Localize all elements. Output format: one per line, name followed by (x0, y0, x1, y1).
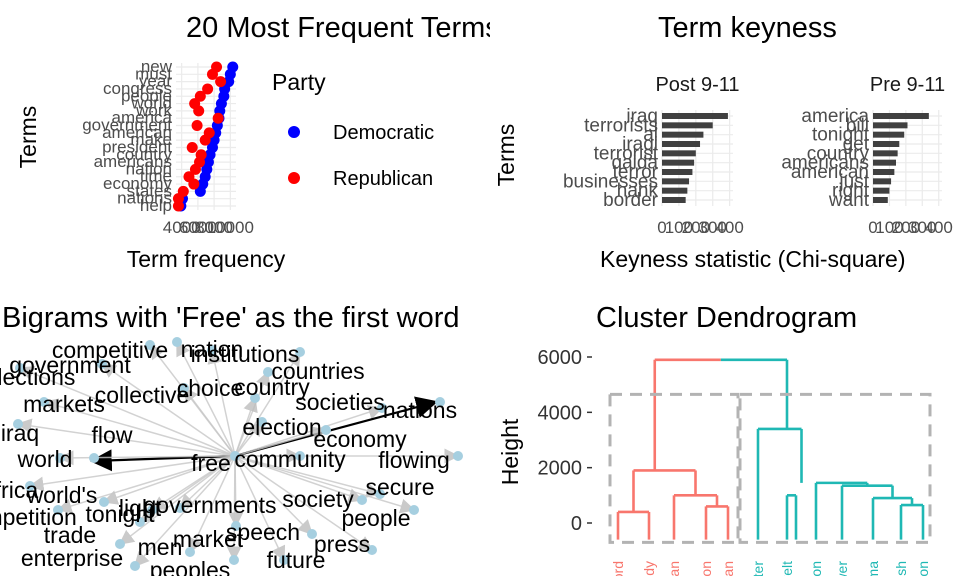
dendrogram-leaf-label: Clinton (915, 561, 931, 576)
freq-point-republican (200, 135, 211, 146)
dendrogram-y-tick-label: 4000 (538, 402, 583, 424)
bigram-node-label: election (242, 414, 321, 440)
keyness-term-label: border (603, 190, 659, 211)
keyness-bar (662, 141, 700, 147)
keyness-bar (662, 169, 692, 175)
bigram-node-label: speech (226, 519, 300, 545)
keyness-bar (873, 188, 889, 194)
dendrogram-y-tick-label: 2000 (538, 458, 583, 480)
freq-point-republican (173, 201, 184, 212)
keyness-bar (873, 122, 908, 128)
keyness-bar (662, 132, 703, 138)
dendrogram-leaf-label: Roosevelt (779, 561, 795, 576)
bigram-node-label: enterprise (21, 545, 123, 571)
keyness-bar (873, 113, 929, 119)
keyness-bar (873, 197, 888, 203)
bigram-node-label: societies (295, 389, 384, 415)
network-title: Bigrams with 'Free' as the first word (2, 302, 460, 334)
keyness-bar (873, 169, 894, 175)
keyness-bar (873, 178, 891, 184)
bigram-node-label: iraq (1, 420, 39, 446)
freq-x-tick-label: 10000 (207, 218, 254, 237)
dendrogram-chart: Cluster Dendrogram Height 0 2000 4000 6000 F… (490, 290, 960, 576)
dendrogram-y-tick-label: 0 (571, 513, 582, 535)
bigram-node-label: light (119, 495, 162, 521)
bigram-node-label: flow (92, 422, 133, 448)
bigram-node-label: collective (95, 382, 190, 408)
dendrogram-leaf-label: Carter (750, 561, 766, 576)
keyness-x-tick-label: 400 (925, 218, 953, 237)
dendrogram-leaf-label: Nixon (808, 561, 824, 576)
bigram-node-dot (229, 555, 239, 565)
keyness-bar (873, 132, 904, 138)
freq-point-republican (213, 113, 224, 124)
legend-label-democratic: Democratic (333, 122, 434, 144)
dendrogram-leaf-label: Reagan (666, 561, 682, 576)
bigram-node-label: world (17, 446, 73, 472)
keyness-y-axis-label: Terms (493, 124, 519, 187)
keyness-x-tick-label: 400 (715, 218, 743, 237)
bigram-node-label: community (234, 446, 346, 472)
keyness-bar (873, 150, 898, 156)
dendrogram-title: Cluster Dendrogram (596, 302, 857, 334)
dendrogram-leaf-label: Kennedy (641, 561, 657, 576)
freq-chart-title: 20 Most Frequent Terms (186, 12, 490, 44)
dendrogram-leaf-label: Ford (610, 561, 626, 576)
bigram-network: nationinstitutionscompetitivegovernment c… (0, 290, 490, 576)
bigram-node-label: elections (0, 364, 75, 390)
dendrogram-leaf-label: Truman (720, 561, 736, 576)
freq-point-republican (187, 142, 198, 153)
keyness-term-label: want (828, 190, 870, 211)
keyness-bar (662, 178, 689, 184)
facet-label: Pre 9-11 (870, 74, 945, 96)
freq-y-axis-label: Terms (15, 106, 41, 169)
freq-point-republican (188, 179, 199, 190)
legend-title: Party (272, 69, 326, 95)
bigram-node-label: peoples (150, 557, 231, 576)
freq-point-republican (192, 120, 203, 131)
facet-label: Post 9-11 (655, 74, 739, 96)
keyness-bar (873, 141, 899, 147)
bigram-node-label: governments (144, 492, 277, 518)
bigram-node-label: secure (365, 474, 434, 500)
keyness-x-axis-label: Keyness statistic (Chi-square) (600, 246, 906, 272)
bigram-node-label: markets (23, 391, 105, 417)
freq-chart: 20 Most Frequent Terms newmustyearcongre… (0, 0, 490, 290)
bigram-node-label: future (267, 547, 326, 573)
keyness-bar (873, 160, 896, 166)
bigram-node-label: nations (383, 397, 457, 423)
keyness-bar (662, 160, 694, 166)
bigram-node-dot (453, 451, 463, 461)
legend-key-democratic (288, 126, 300, 138)
keyness-bar (662, 122, 713, 128)
bigram-node-dot (130, 561, 140, 571)
keyness-chart-title: Term keyness (658, 12, 837, 44)
keyness-bar (662, 188, 687, 194)
dendrogram-leaf-label: Johnson (698, 561, 714, 576)
dendrogram-leaf-label: Bush (893, 561, 909, 576)
freq-term-label: help (140, 196, 172, 215)
legend-label-republican: Republican (333, 168, 433, 190)
keyness-bar (662, 197, 686, 203)
freq-point-republican (193, 105, 204, 116)
keyness-chart: Term keyness Post 9-11iraqterroristsalir… (490, 0, 960, 290)
freq-point-republican (215, 76, 226, 87)
bigram-center-label: free (191, 450, 231, 476)
dendrogram-leaf-label: Eisenhower (834, 561, 850, 576)
dendrogram-y-tick-label: 6000 (538, 347, 583, 369)
dendrogram-leaf-label: Obama (865, 561, 881, 576)
bigram-node-label: choice (177, 375, 243, 401)
bigram-node-label: people (341, 505, 410, 531)
dendrogram-y-axis-label: Height (497, 418, 523, 485)
legend-key-republican (288, 172, 300, 184)
keyness-bar (662, 113, 728, 119)
freq-x-axis-label: Term frequency (127, 246, 286, 272)
bigram-node-dot (89, 453, 99, 463)
keyness-bar (662, 150, 696, 156)
bigram-node-label: flowing (378, 447, 450, 473)
